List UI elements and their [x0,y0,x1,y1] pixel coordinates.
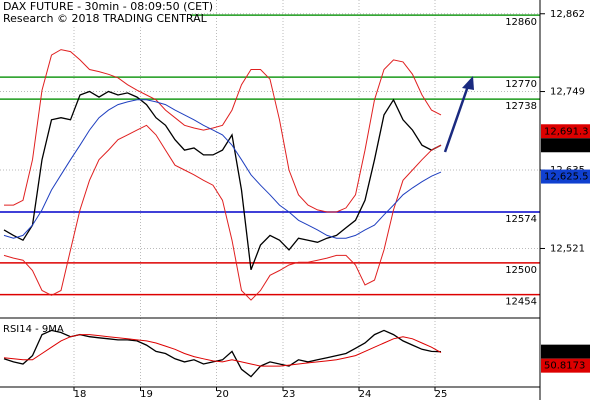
x-tick-label: 25 [435,389,448,400]
y-tick-label: 12,521 [550,243,585,254]
forecast-arrow [443,85,470,153]
y-tick-label: 12,749 [550,87,585,98]
x-tick-label: 18 [74,389,87,400]
series-line [4,49,442,213]
level-label: 12860 [505,17,537,28]
header-background [0,0,190,26]
last-value-label: 51.7602 [544,347,585,358]
last-value-box [541,124,590,139]
plot-layer: 18 19 20 23 24 25 12860 12770 12738 12574 12500 124… [0,0,540,400]
level-label: 12738 [505,101,537,112]
last-value-label: 50.8173 [544,361,585,372]
series-line [3,334,442,367]
series-line [3,90,442,271]
last-value-label: 12,691.3 [544,126,589,137]
forecast-arrowhead [462,76,474,90]
last-value-box [541,169,590,184]
level-label: 12770 [505,79,537,90]
series-line [3,99,442,239]
x-tick-label: 23 [283,389,296,400]
header-subtitle: Research © 2018 TRADING CENTRAL [3,12,208,25]
panel-title: RSI14 - 9MA [3,324,64,335]
last-value-box [541,138,590,153]
last-value-box [541,344,590,359]
level-label: 12574 [505,214,537,225]
x-tick-label: 20 [216,389,229,400]
header-title: DAX FUTURE - 30min - 08:09:50 (CET) [3,0,213,13]
level-label: 12500 [505,265,537,276]
last-value-box [541,358,590,373]
last-value-label: 12,625.5 [544,172,589,183]
series-line [3,124,442,301]
level-label: 12454 [505,297,537,308]
y-tick-label: 12,862 [550,9,585,20]
x-tick-label: 24 [359,389,372,400]
x-tick-label: 19 [140,389,153,400]
last-value-label: 12,671 [544,140,579,151]
